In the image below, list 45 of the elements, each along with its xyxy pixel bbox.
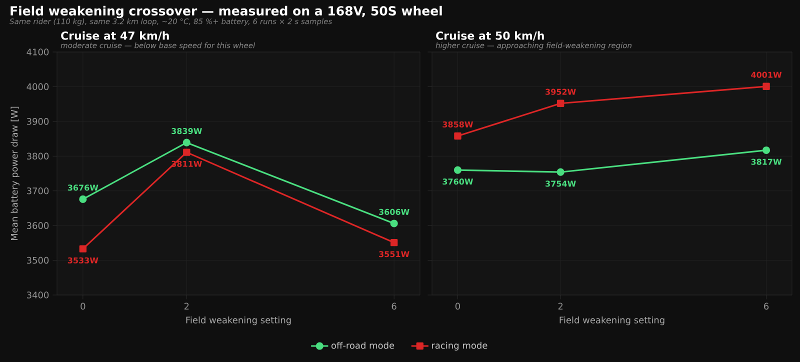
data-label: 3760W [442,178,474,185]
x-tick-label: 6 [392,302,396,310]
point [556,168,564,176]
data-label: 3533W [68,257,98,264]
data-label: 3839W [172,128,202,134]
data-label: 3551W [379,251,410,258]
legend-label: racing mode [432,342,488,351]
x-axis-title: Field weakening setting [560,316,664,326]
point [454,166,462,174]
y-axis-title: Mean battery power draw [W] [10,106,20,240]
y-tick-label: 3600 [26,222,49,229]
point [390,238,398,246]
x-tick-label: 0 [80,302,86,310]
data-label: 3606W [379,208,410,215]
point [79,245,87,252]
legend-label: off-road mode [331,342,394,349]
y-tick-label: 4100 [26,48,49,56]
y-tick-label: 3800 [26,152,49,160]
y-tick-label: 4000 [26,83,49,90]
x-axis-title: Field weakening setting [186,316,291,326]
chart-title: Cruise at 47 km/h [61,31,169,41]
point [182,138,190,146]
y-tick-label: 3700 [26,187,49,194]
point [556,100,564,107]
data-label: 3858W [442,121,474,128]
x-tick-label: 2 [558,302,563,310]
data-label: 3952W [546,88,576,95]
text: Field weakening crossover — measured on a 168V, 50S wheel [10,6,442,18]
x-tick-label: 6 [764,302,769,310]
data-label: 3676W [68,184,98,191]
y-tick-label: 3400 [26,292,49,298]
data-label: 3754W [546,180,576,187]
y-tick-label: 3900 [26,118,49,125]
x-tick-label: 2 [184,302,189,310]
point [762,146,770,154]
data-label: 4001W [751,72,782,78]
point [79,195,87,203]
data-label: 3817W [751,158,782,165]
chart-title: Cruise at 50 km/h [436,31,544,41]
y-tick-label: 3500 [26,256,49,264]
point [454,132,462,140]
point [762,82,770,90]
x-tick-label: 0 [455,302,460,310]
point [183,148,190,156]
point [390,220,398,228]
